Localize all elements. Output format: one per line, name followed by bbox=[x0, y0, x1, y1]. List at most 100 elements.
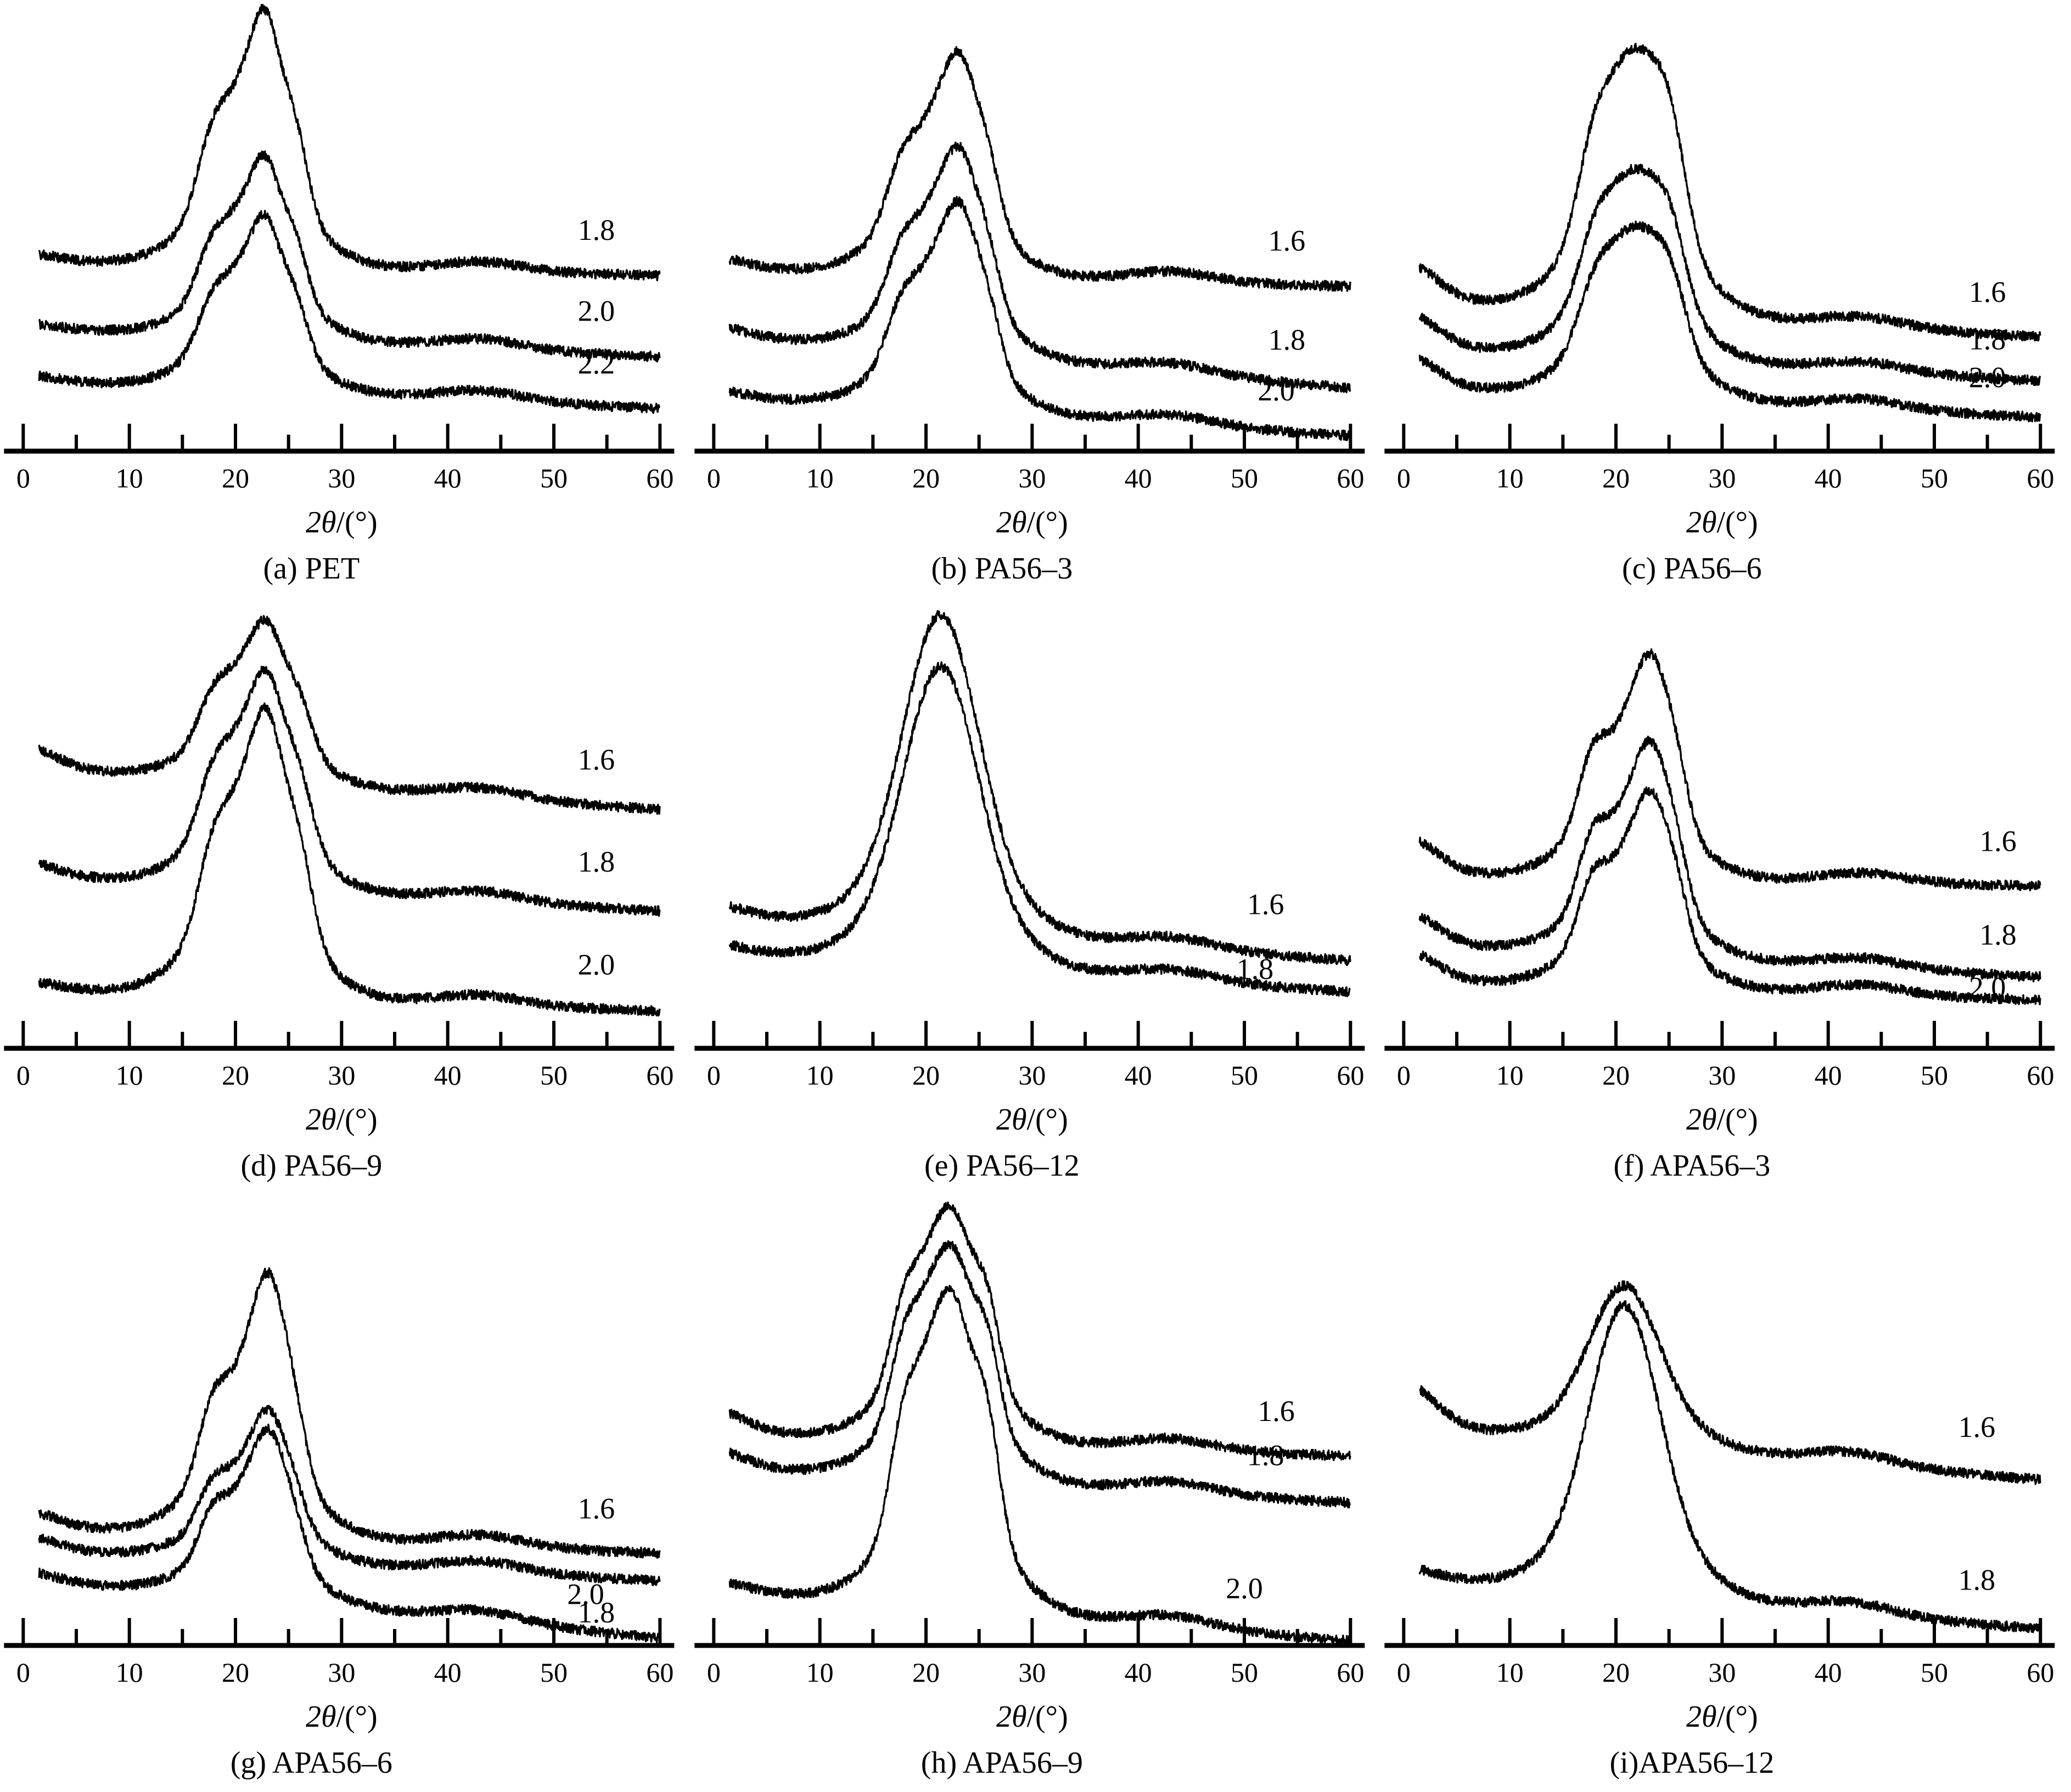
x-tick-label-a-40: 40 bbox=[434, 463, 462, 493]
xrd-plot-c: 1.6 1.8 2.0 0 10 20 30 40 50 60 2θ/(°) (c) PA56–6 bbox=[1384, 43, 2055, 586]
curve-f-2.0 bbox=[1419, 786, 2041, 1005]
x-tick-label-g-0: 0 bbox=[16, 1657, 30, 1688]
x-tick-label-d-0: 0 bbox=[16, 1060, 30, 1091]
panel-caption-e: (e) PA56–12 bbox=[924, 1149, 1080, 1183]
x-axis-ticks-g bbox=[21, 1618, 662, 1643]
x-tick-label-e-30: 30 bbox=[1018, 1060, 1046, 1091]
curve-h-1.8 bbox=[728, 1240, 1351, 1509]
x-tick-label-g-40: 40 bbox=[434, 1657, 462, 1688]
curve-e-1.6 bbox=[728, 610, 1351, 967]
curve-label-g-1.8: 1.8 bbox=[578, 1596, 615, 1629]
x-tick-label-b-40: 40 bbox=[1124, 463, 1152, 493]
x-tick-label-a-30: 30 bbox=[328, 463, 355, 493]
curve-c-2.0 bbox=[1418, 220, 2041, 423]
curve-label-e-1.8: 1.8 bbox=[1236, 952, 1273, 985]
panel-b: 1.6 1.8 2.0 0 10 20 30 40 50 60 2θ/(°) (b) PA56–3 bbox=[691, 0, 1381, 597]
x-tick-label-a-60: 60 bbox=[646, 463, 674, 493]
xrd-plot-i: 1.6 1.8 0 10 20 30 40 50 60 2θ/(°) (i)APA56–12 bbox=[1384, 1280, 2055, 1780]
curve-label-b-2.0: 2.0 bbox=[1258, 374, 1295, 407]
x-tick-label-b-20: 20 bbox=[912, 463, 940, 493]
x-axis-label-d: 2θ/(°) bbox=[306, 1103, 378, 1137]
curve-b-2.0 bbox=[728, 195, 1351, 441]
curve-label-a-2.0: 2.0 bbox=[578, 294, 615, 327]
panel-h: 1.6 1.8 2.0 0 10 20 30 40 50 60 2θ/(°) (h) APA56–9 bbox=[691, 1194, 1381, 1791]
x-tick-label-d-40: 40 bbox=[434, 1060, 462, 1091]
curve-a-2.0 bbox=[38, 150, 661, 363]
x-tick-label-f-40: 40 bbox=[1815, 1060, 1842, 1091]
x-tick-label-b-30: 30 bbox=[1018, 463, 1046, 493]
x-tick-label-a-50: 50 bbox=[540, 463, 568, 493]
curve-label-d-1.6: 1.6 bbox=[578, 743, 615, 776]
x-tick-label-c-40: 40 bbox=[1815, 463, 1842, 493]
x-tick-label-d-10: 10 bbox=[116, 1060, 143, 1091]
x-axis-ticks-i bbox=[1402, 1618, 2042, 1643]
x-tick-label-h-20: 20 bbox=[912, 1657, 940, 1688]
curve-label-c-2.0: 2.0 bbox=[1969, 361, 2006, 394]
x-tick-label-g-30: 30 bbox=[328, 1657, 355, 1688]
curve-label-e-1.6: 1.6 bbox=[1247, 887, 1284, 920]
x-axis-label-a: 2θ/(°) bbox=[306, 505, 378, 540]
x-tick-label-e-20: 20 bbox=[912, 1060, 940, 1091]
x-axis-label-i: 2θ/(°) bbox=[1686, 1700, 1758, 1734]
x-tick-label-b-60: 60 bbox=[1337, 463, 1364, 493]
xrd-plot-g: 1.6 1.82.0 0 10 20 30 40 50 60 2θ/(°) (g) APA56–6 bbox=[4, 1267, 675, 1780]
panel-caption-c: (c) PA56–6 bbox=[1622, 552, 1762, 586]
x-tick-label-b-10: 10 bbox=[806, 463, 833, 493]
curve-a-1.8 bbox=[38, 3, 661, 282]
x-tick-label-a-10: 10 bbox=[116, 463, 143, 493]
x-tick-label-h-40: 40 bbox=[1124, 1657, 1152, 1688]
x-axis-label-f: 2θ/(°) bbox=[1686, 1103, 1758, 1137]
x-tick-label-b-50: 50 bbox=[1231, 463, 1258, 493]
xrd-plot-f: 1.6 1.8 2.0 0 10 20 30 40 50 60 2θ/(°) (f) APA56–3 bbox=[1384, 648, 2055, 1183]
x-axis-ticks-d bbox=[21, 1021, 662, 1046]
curve-label-f-2.0: 2.0 bbox=[1969, 971, 2006, 1004]
x-tick-label-f-60: 60 bbox=[2027, 1060, 2055, 1091]
curve-f-1.6 bbox=[1418, 648, 2041, 891]
curve-label-b-1.6: 1.6 bbox=[1268, 224, 1305, 257]
xrd-plot-d: 1.6 1.8 2.0 0 10 20 30 40 50 60 2θ/(°) (d) PA56–9 bbox=[4, 615, 675, 1183]
x-tick-label-d-50: 50 bbox=[540, 1060, 568, 1091]
panel-i: 1.6 1.8 0 10 20 30 40 50 60 2θ/(°) (i)APA56–12 bbox=[1380, 1194, 2071, 1791]
curve-label-h-1.8: 1.8 bbox=[1247, 1439, 1284, 1472]
x-tick-label-h-60: 60 bbox=[1337, 1657, 1364, 1688]
x-tick-label-f-0: 0 bbox=[1397, 1060, 1411, 1091]
x-tick-label-f-20: 20 bbox=[1602, 1060, 1630, 1091]
x-tick-label-c-60: 60 bbox=[2027, 463, 2055, 493]
curve-b-1.8 bbox=[728, 142, 1351, 394]
x-axis-ticks-f bbox=[1402, 1021, 2042, 1046]
xrd-plot-a: 1.8 2.0 2.2 0 10 20 30 40 50 60 2θ/(°) (a) PET bbox=[4, 3, 675, 586]
panel-caption-b: (b) PA56–3 bbox=[931, 552, 1073, 586]
x-tick-label-b-0: 0 bbox=[706, 463, 720, 493]
curve-label-i-1.8: 1.8 bbox=[1958, 1563, 1996, 1596]
panel-d: 1.6 1.8 2.0 0 10 20 30 40 50 60 2θ/(°) (d) PA56–9 bbox=[0, 597, 691, 1194]
x-axis-label-h: 2θ/(°) bbox=[996, 1700, 1068, 1734]
curve-label-h-2.0: 2.0 bbox=[1226, 1572, 1263, 1605]
panel-caption-i: (i)APA56–12 bbox=[1610, 1746, 1775, 1780]
panel-caption-d: (d) PA56–9 bbox=[240, 1149, 382, 1183]
x-tick-label-d-20: 20 bbox=[222, 1060, 249, 1091]
x-tick-label-e-0: 0 bbox=[706, 1060, 720, 1091]
curve-label-h-1.6: 1.6 bbox=[1258, 1395, 1295, 1428]
curve-b-1.6 bbox=[728, 46, 1351, 292]
x-tick-label-c-0: 0 bbox=[1397, 463, 1411, 493]
x-axis-label-c: 2θ/(°) bbox=[1686, 505, 1758, 540]
x-axis-label-b: 2θ/(°) bbox=[996, 505, 1068, 540]
x-tick-label-h-30: 30 bbox=[1018, 1657, 1046, 1688]
curve-d-1.6 bbox=[38, 615, 661, 815]
x-axis-ticks-h bbox=[711, 1618, 1352, 1643]
x-tick-label-i-0: 0 bbox=[1397, 1657, 1411, 1688]
x-tick-label-c-30: 30 bbox=[1709, 463, 1736, 493]
curve-c-1.8 bbox=[1419, 164, 2041, 386]
curve-label-c-1.8: 1.8 bbox=[1969, 323, 2006, 356]
panel-g: 1.6 1.8 2.0 0 10 20 30 40 50 60 2θ/(°) (g) APA56–6 bbox=[0, 1194, 691, 1791]
curve-label-g-1.6: 1.6 bbox=[578, 1492, 615, 1525]
x-axis-ticks-b bbox=[711, 424, 1352, 449]
curve-c-1.6 bbox=[1418, 43, 2041, 342]
curve-h-1.6 bbox=[728, 1201, 1351, 1462]
x-tick-label-e-60: 60 bbox=[1337, 1060, 1364, 1091]
x-axis-ticks-e bbox=[711, 1021, 1352, 1046]
curve-g-2.0 bbox=[38, 1423, 661, 1643]
panel-c: 1.6 1.8 2.0 0 10 20 30 40 50 60 2θ/(°) (c) PA56–6 bbox=[1380, 0, 2071, 597]
x-tick-label-h-10: 10 bbox=[806, 1657, 833, 1688]
